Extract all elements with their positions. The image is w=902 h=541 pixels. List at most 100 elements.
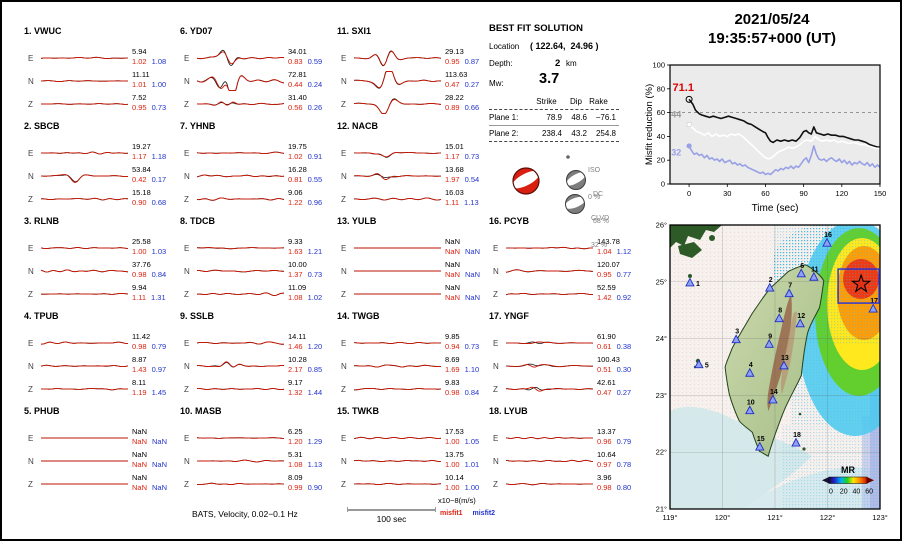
- misfit-values: 0.83 0.59: [288, 57, 322, 66]
- station-header: 1. VWUC: [24, 26, 62, 36]
- map-station-marker: 2: [765, 277, 775, 292]
- station-header: 14. TWGB: [337, 311, 380, 321]
- waveform-trace: [41, 437, 128, 439]
- misfit1-value: 1.08: [288, 460, 303, 469]
- event-datetime-title: 2021/05/24 19:35:57+000 (UT): [647, 10, 897, 48]
- channel-label: E: [184, 434, 190, 443]
- map-station-marker: 4: [745, 362, 755, 377]
- waveform-trace: [354, 341, 442, 345]
- channel-label: N: [28, 267, 34, 276]
- scale-bar-line: [347, 507, 436, 512]
- map-station-marker: 14: [768, 389, 778, 404]
- amplitude-value: 72.81: [288, 70, 307, 79]
- misfit1-value: 0.61: [597, 342, 612, 351]
- amplitude-value: 9.94: [132, 283, 147, 292]
- channel-label: Z: [28, 100, 33, 109]
- channel-row: N 13.75 1.00 1.01: [333, 450, 491, 472]
- channel-label: N: [493, 267, 499, 276]
- misfit2-value: 0.59: [307, 57, 323, 66]
- misfit1-value: 1.17: [445, 152, 460, 161]
- amplitude-value: 6.25: [288, 427, 303, 436]
- station-triangle-icon: [768, 394, 778, 404]
- misfit2-value: 0.77: [616, 270, 632, 279]
- x-tick-label: 0: [687, 189, 691, 198]
- misfit2-value: 1.20: [307, 342, 323, 351]
- waveform-trace: [353, 436, 442, 440]
- channel-row: E 6.25 1.20 1.29: [176, 427, 334, 449]
- misfit2-value: 0.30: [616, 365, 632, 374]
- channel-row: Z 16.03 1.11 1.13: [333, 188, 491, 210]
- station-number-label: 7: [788, 283, 792, 290]
- colorbar-tick-label: 60: [865, 489, 873, 496]
- channel-row: Z 3.96 0.98 0.80: [485, 473, 643, 495]
- waveform-trace: [196, 437, 284, 439]
- waveform-trace: [505, 269, 594, 273]
- map-station-marker: 8: [774, 308, 784, 323]
- station-block: 5. PHUB E NaN NaN NaN N NaN NaN NaN Z NaN NaN NaN: [20, 406, 178, 501]
- misfit2-value: 0.90: [307, 483, 323, 492]
- scale-bar-label: 100 sec: [376, 514, 407, 524]
- misfit-values: 1.00 1.05: [445, 437, 479, 446]
- channel-row: E 11.42 0.98 0.79: [20, 332, 178, 354]
- channel-row: Z NaN NaN NaN: [333, 283, 491, 305]
- amplitude-value: 11.09: [288, 283, 307, 292]
- station-number-label: 9: [768, 333, 772, 340]
- channel-label: Z: [341, 100, 346, 109]
- y-tick-label: 20: [657, 156, 665, 165]
- misfit1-value: 0.98: [132, 342, 147, 351]
- station-number-label: 16: [824, 232, 832, 239]
- misfit1-value: 1.63: [288, 247, 303, 256]
- misfit-values: 1.00 1.03: [132, 247, 166, 256]
- misfit1-value: NaN: [132, 460, 148, 469]
- station-number-label: 6: [800, 263, 804, 270]
- misfit2-value: 0.27: [616, 388, 632, 397]
- map-station-marker: 7: [784, 283, 794, 298]
- map-station-marker: 15: [755, 436, 765, 451]
- misfit2-value: 0.97: [151, 365, 167, 374]
- channel-row: E 29.13 0.95 0.87: [333, 47, 491, 69]
- channel-row: N 13.68 1.97 0.54: [333, 165, 491, 187]
- channel-row: N 37.76 0.98 0.84: [20, 260, 178, 282]
- misfit-values: 1.00 1.01: [445, 460, 479, 469]
- amplitude-value: 10.28: [288, 355, 307, 364]
- misfit-series-ref1: [688, 123, 880, 160]
- misfit1-value: NaN: [445, 270, 461, 279]
- waveform-trace: [354, 364, 442, 368]
- misfit-values: 0.94 0.73: [445, 342, 479, 351]
- channel-row: Z 15.18 0.90 0.68: [20, 188, 178, 210]
- misfit-values: 1.63 1.21: [288, 247, 322, 256]
- misfit1-value: 0.98: [445, 388, 460, 397]
- waveform-trace: [353, 459, 441, 463]
- misfit-values: 1.11 1.13: [445, 198, 479, 207]
- misfit-values: 1.02 1.08: [132, 57, 166, 66]
- station-header: 9. SSLB: [180, 311, 215, 321]
- station-triangle-icon: [774, 313, 784, 323]
- colorbar-tick-label: 20: [840, 489, 848, 496]
- y-tick-label: 80: [657, 84, 665, 93]
- station-header: 3. RLNB: [24, 216, 60, 226]
- misfit2-value: NaN: [465, 293, 481, 302]
- station-triangle-icon: [731, 334, 741, 344]
- waveform-trace: [196, 174, 285, 178]
- waveform-trace: [505, 459, 593, 463]
- channel-label: N: [184, 77, 190, 86]
- station-number-label: 4: [749, 362, 753, 369]
- channel-row: E NaN NaN NaN: [333, 237, 491, 259]
- misfit1-legend-label: misfit1: [440, 510, 463, 517]
- channel-row: Z 9.17 1.32 1.44: [176, 378, 334, 400]
- misfit2-legend-label: misfit2: [472, 510, 496, 517]
- channel-label: E: [493, 244, 499, 253]
- misfit-values: 1.08 1.13: [288, 460, 322, 469]
- channel-label: E: [184, 54, 190, 63]
- channel-row: Z 9.06 1.22 0.96: [176, 188, 334, 210]
- channel-label: N: [28, 457, 34, 466]
- misfit2-value: 0.78: [616, 460, 632, 469]
- station-number-label: 18: [793, 432, 801, 439]
- station-number-label: 14: [770, 389, 778, 396]
- misfit-values: 0.95 0.87: [445, 57, 479, 66]
- channel-row: N 120.07 0.95 0.77: [485, 260, 643, 282]
- channel-label: N: [341, 77, 347, 86]
- amplitude-value: 10.64: [597, 450, 616, 459]
- misfit1-value: 1.32: [288, 388, 303, 397]
- misfit2-value: 0.73: [307, 270, 323, 279]
